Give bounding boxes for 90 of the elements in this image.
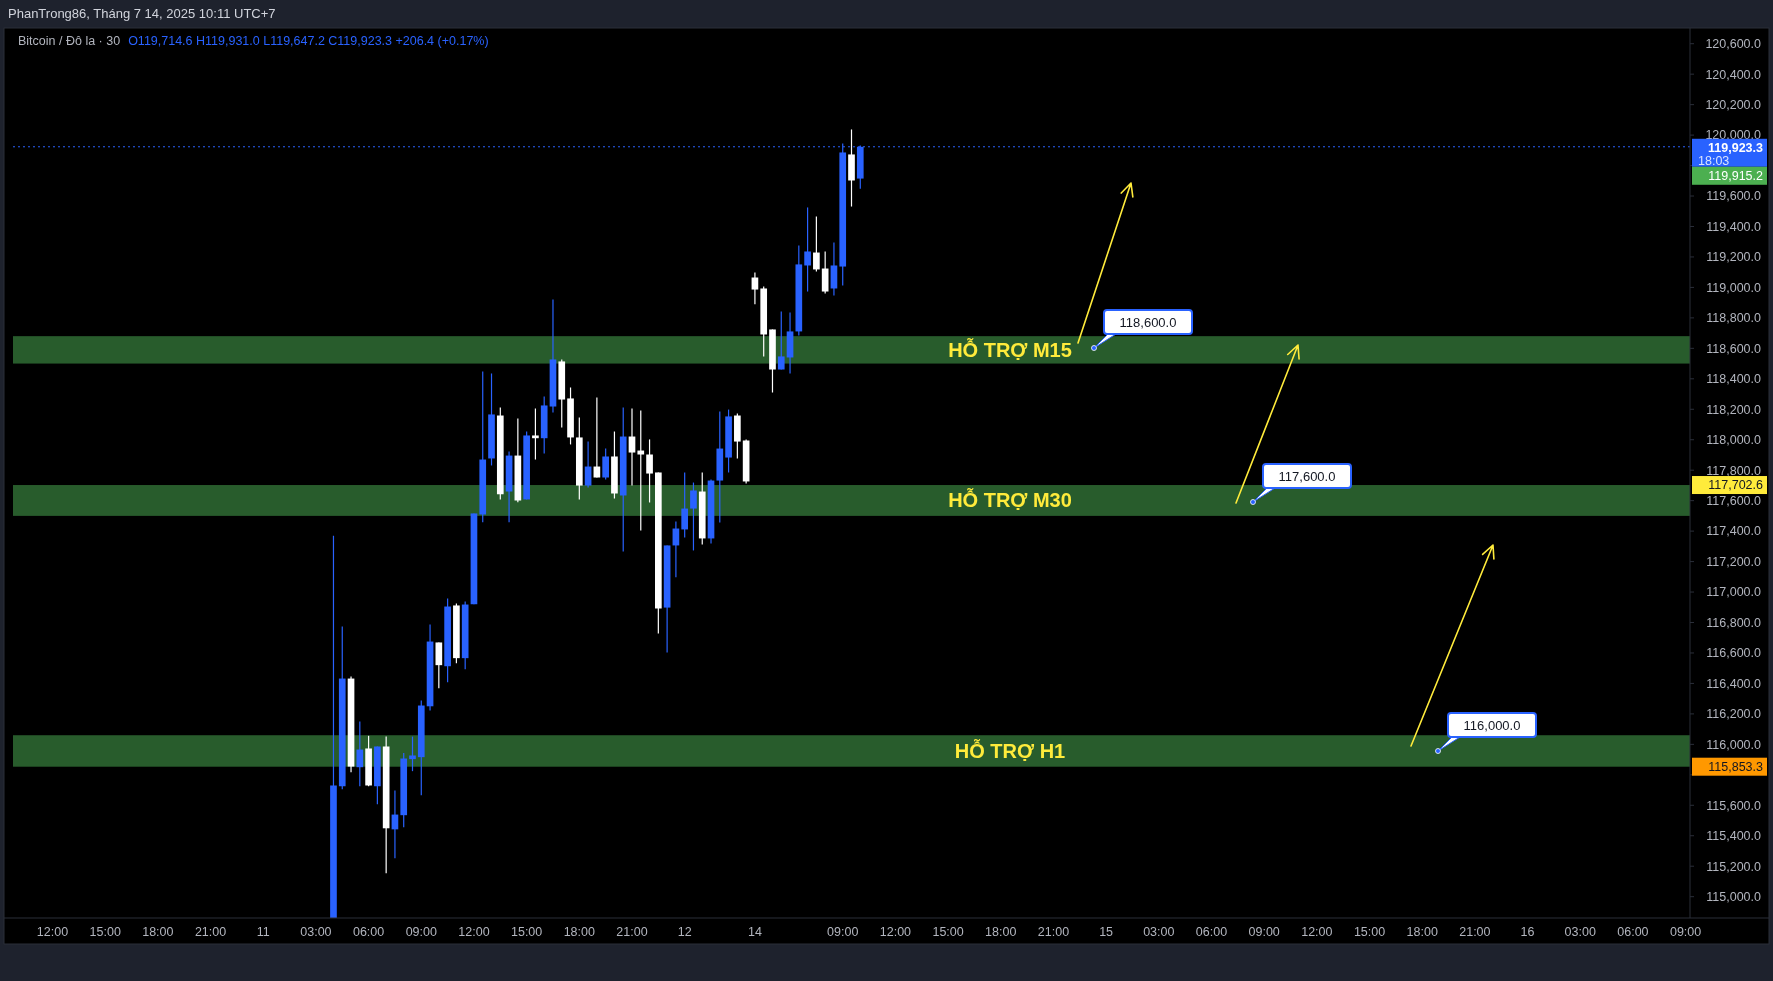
y-tick-label: 117,200.0 <box>1706 554 1762 569</box>
y-tick-label: 117,600.0 <box>1706 494 1762 509</box>
x-tick-label: 06:00 <box>352 925 385 940</box>
y-tick-label: 116,800.0 <box>1706 615 1762 630</box>
x-tick-label: 12:00 <box>879 925 912 940</box>
x-tick-label: 12 <box>677 925 692 940</box>
text: 117,702.6 <box>1708 478 1764 493</box>
band-label: HỖ TRỢ M15 <box>948 337 1072 361</box>
candlestick <box>681 471 689 539</box>
x-tick-label: 03:00 <box>1143 925 1175 940</box>
chart-title: Bitcoin / Đô la · 30 <box>18 34 121 48</box>
x-tick-label: 11 <box>256 925 270 940</box>
x-tick-label: 18:00 <box>1406 925 1438 940</box>
x-tick-label: 15:00 <box>89 925 121 940</box>
text: PhanTrong86, Tháng 7 14, 2025 10:11 UTC+7 <box>8 6 276 21</box>
candlestick <box>813 215 820 273</box>
candlestick <box>628 407 636 487</box>
y-tick-label: 120,400.0 <box>1705 67 1762 82</box>
candlestick <box>637 409 645 532</box>
x-tick-label: 12:00 <box>1301 925 1333 940</box>
candlestick <box>804 206 811 293</box>
candlestick <box>593 396 601 479</box>
x-tick-label: 21:00 <box>1037 925 1070 940</box>
y-tick-label: 118,600.0 <box>1706 341 1762 356</box>
y-tick-label: 115,000.0 <box>1706 890 1762 905</box>
candlestick <box>435 641 443 689</box>
candlestick <box>777 310 785 371</box>
x-tick-label: 09:00 <box>1669 925 1702 940</box>
x-tick-label: 09:00 <box>827 925 859 940</box>
candlestick <box>830 241 838 297</box>
candlestick <box>532 407 539 461</box>
candlestick <box>356 720 364 787</box>
x-tick-label: 18:00 <box>142 925 174 940</box>
y-tick-label: 119,600.0 <box>1706 189 1762 204</box>
x-tick-label: 16 <box>1520 925 1535 940</box>
x-tick-label: 09:00 <box>405 925 437 940</box>
y-tick-label: 117,400.0 <box>1706 524 1762 539</box>
y-tick-label: 119,200.0 <box>1706 250 1762 265</box>
candlestick <box>821 250 829 295</box>
y-tick-label: 116,400.0 <box>1706 676 1762 691</box>
x-tick-label: 09:00 <box>1248 925 1280 940</box>
x-tick-label: 06:00 <box>1195 925 1228 940</box>
y-tick-label: 120,200.0 <box>1705 98 1762 113</box>
y-tick-label: 118,200.0 <box>1706 402 1762 417</box>
y-tick-label: 117,000.0 <box>1706 585 1762 600</box>
x-tick-label: 15:00 <box>932 925 964 940</box>
text: 115,853.3 <box>1708 760 1764 775</box>
x-tick-label: 18:00 <box>985 925 1017 940</box>
candlestick <box>584 440 592 489</box>
candlestick <box>690 481 697 552</box>
y-tick-label: 116,200.0 <box>1706 707 1762 722</box>
band-label: HỖ TRỢ M30 <box>948 488 1072 512</box>
x-tick-label: 06:00 <box>1617 925 1649 940</box>
x-tick-label: 21:00 <box>194 925 227 940</box>
y-tick-label: 117,800.0 <box>1706 463 1762 478</box>
y-tick-label: 118,800.0 <box>1706 311 1762 326</box>
chart-subtitle: O119,714.6 H119,931.0 L119,647.2 C119,923.3 +206.4 (+0.17%) <box>128 34 489 48</box>
x-tick-label: 12:00 <box>36 925 69 940</box>
x-tick-label: 03:00 <box>300 925 332 940</box>
text: 119,915.2 <box>1708 169 1764 184</box>
text: 18:03 <box>1698 154 1730 169</box>
y-tick-label: 118,000.0 <box>1706 433 1762 448</box>
x-tick-label: 15 <box>1099 925 1114 940</box>
y-tick-label: 119,000.0 <box>1706 280 1762 295</box>
annotation: 116,000.0 <box>1463 717 1521 733</box>
y-tick-label: 115,600.0 <box>1706 798 1762 813</box>
annotation: 118,600.0 <box>1119 314 1177 330</box>
x-tick-label: 21:00 <box>1459 925 1491 940</box>
y-tick-label: 119,400.0 <box>1706 219 1762 234</box>
x-tick-label: 03:00 <box>1564 925 1596 940</box>
y-tick-label: 118,400.0 <box>1706 372 1762 387</box>
x-tick-label: 12:00 <box>458 925 490 940</box>
candlestick <box>751 271 759 305</box>
y-tick-label: 120,000.0 <box>1705 128 1762 143</box>
x-tick-label: 15:00 <box>511 925 543 940</box>
x-tick-label: 18:00 <box>563 925 595 940</box>
x-tick-label: 14 <box>747 925 762 940</box>
x-tick-label: 15:00 <box>1353 925 1386 940</box>
x-tick-label: 21:00 <box>616 925 648 940</box>
ref-line-label: 119,923.3 <box>1708 141 1764 156</box>
y-tick-label: 115,400.0 <box>1706 829 1762 844</box>
band-label: HỖ TRỢ H1 <box>954 738 1066 762</box>
candlestick <box>409 735 416 772</box>
y-tick-label: 120,600.0 <box>1705 37 1762 52</box>
candlestick <box>602 447 609 481</box>
y-tick-label: 116,000.0 <box>1706 737 1762 752</box>
y-tick-label: 115,200.0 <box>1706 859 1762 874</box>
annotation: 117,600.0 <box>1278 468 1336 484</box>
y-tick-label: 116,600.0 <box>1706 646 1762 661</box>
candlestick <box>646 438 653 504</box>
